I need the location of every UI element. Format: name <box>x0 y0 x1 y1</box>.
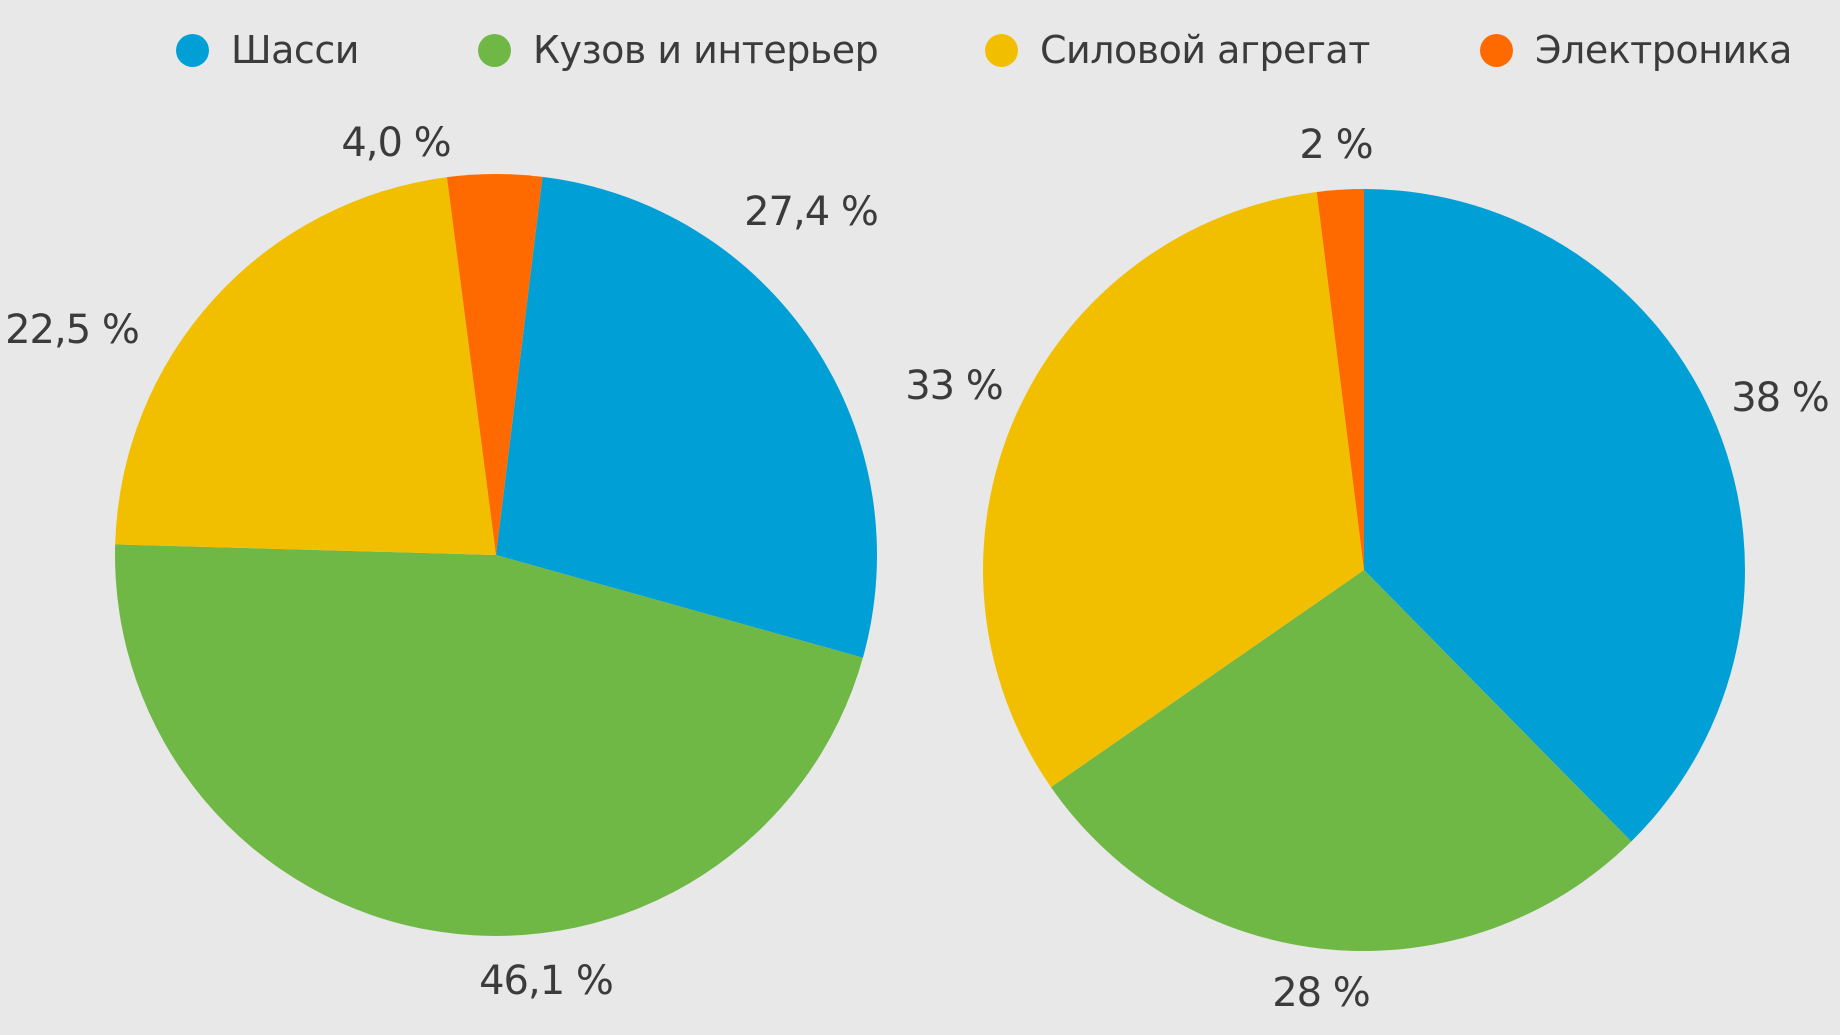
legend-swatch-powertrain <box>985 33 1018 67</box>
pie-1-label-powertrain: 33 % <box>905 363 1003 409</box>
pie-1-slice-electronics <box>1316 189 1364 570</box>
pie-0-label-electronics: 4,0 % <box>341 120 450 166</box>
pie-chart-left: 27,4 % 46,1 % 22,5 % 4,0 % <box>5 120 879 1004</box>
legend-label-electronics: Электроника <box>1535 28 1792 72</box>
legend-item-chassis: Шасси <box>176 22 359 78</box>
pie-0-slice-body-interior <box>115 544 863 936</box>
legend-label-powertrain: Силовой агрегат <box>1040 28 1370 72</box>
pie-0-slice-electronics <box>446 173 543 555</box>
legend-item-body-interior: Кузов и интерьер <box>478 22 879 78</box>
pie-1-slice-chassis <box>1364 189 1745 842</box>
legend: Шасси Кузов и интерьер Силовой агрегат Э… <box>0 22 1840 78</box>
legend-item-powertrain: Силовой агрегат <box>985 22 1370 78</box>
legend-swatch-electronics <box>1480 33 1513 67</box>
pie-0-label-chassis: 27,4 % <box>744 189 878 235</box>
pie-0-slice-powertrain <box>115 177 497 556</box>
pie-1-label-electronics: 2 % <box>1299 122 1372 168</box>
legend-label-body-interior: Кузов и интерьер <box>533 28 879 72</box>
legend-swatch-chassis <box>176 33 209 67</box>
pie-1-label-body-interior: 28 % <box>1272 970 1370 1016</box>
pie-0-label-powertrain: 22,5 % <box>5 307 139 353</box>
pie-1-slice-powertrain <box>983 191 1364 788</box>
legend-label-chassis: Шасси <box>231 28 359 72</box>
legend-swatch-body-interior <box>478 33 511 67</box>
pie-0-slice-chassis <box>496 176 877 658</box>
legend-item-electronics: Электроника <box>1480 22 1792 78</box>
pie-chart-right: 38 % 28 % 33 % 2 % <box>905 122 1830 1016</box>
pie-0-label-body-interior: 46,1 % <box>479 958 613 1004</box>
pie-1-label-chassis: 38 % <box>1731 375 1829 421</box>
pie-1-slice-body-interior <box>1050 570 1632 951</box>
